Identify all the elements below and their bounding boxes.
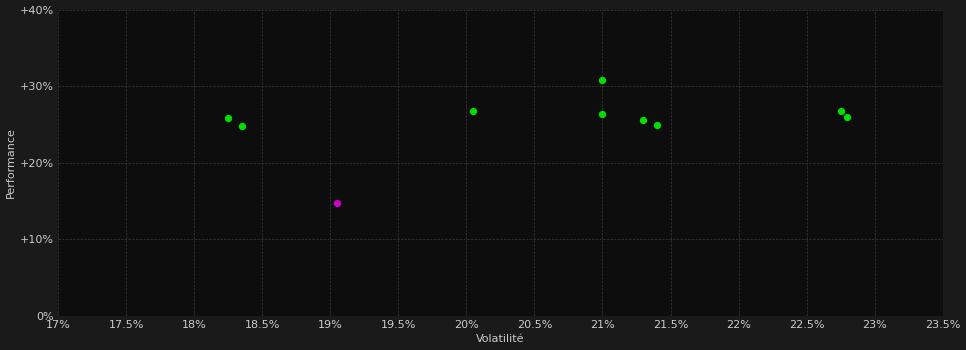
Y-axis label: Performance: Performance bbox=[6, 127, 15, 198]
X-axis label: Volatilité: Volatilité bbox=[476, 335, 525, 344]
Point bbox=[839, 114, 855, 120]
Point bbox=[234, 123, 249, 129]
Point bbox=[329, 200, 345, 205]
Point bbox=[636, 117, 651, 123]
Point bbox=[595, 111, 611, 117]
Point bbox=[466, 108, 481, 113]
Point bbox=[833, 108, 848, 113]
Point bbox=[595, 77, 611, 83]
Point bbox=[220, 116, 236, 121]
Point bbox=[649, 122, 665, 128]
